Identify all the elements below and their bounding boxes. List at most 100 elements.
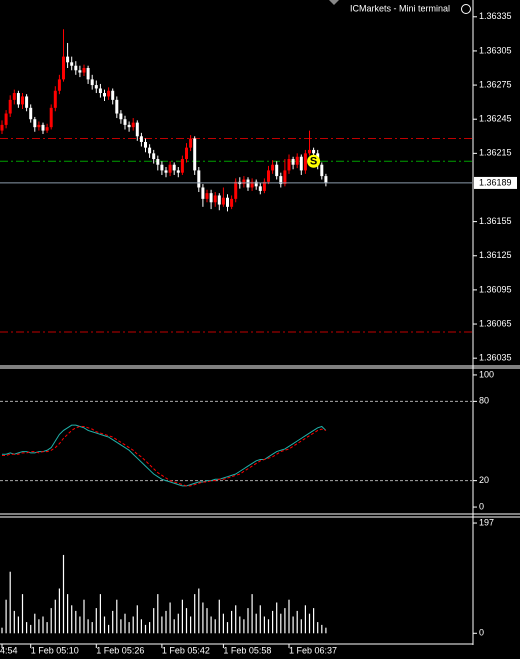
volume-bar bbox=[231, 610, 233, 634]
volume-bar bbox=[71, 605, 73, 634]
volume-bar bbox=[38, 619, 40, 634]
candle-body bbox=[127, 124, 131, 128]
volume-bar bbox=[247, 608, 249, 634]
candle-body bbox=[164, 170, 168, 173]
volume-bar bbox=[124, 613, 126, 634]
candle-body bbox=[291, 159, 295, 165]
candle-body bbox=[176, 170, 180, 173]
candle-body bbox=[119, 113, 123, 120]
volume-bar bbox=[95, 608, 97, 634]
volume-bar bbox=[292, 616, 294, 634]
volume-bar bbox=[243, 619, 245, 634]
candle-body bbox=[283, 170, 287, 185]
volume-bar bbox=[17, 616, 19, 634]
candle-body bbox=[33, 119, 37, 128]
candle-body bbox=[226, 197, 229, 207]
x-tick-label: 4:54 bbox=[0, 645, 18, 655]
volume-bar bbox=[288, 599, 290, 634]
volume-bar bbox=[13, 610, 15, 634]
smiley bbox=[461, 4, 471, 14]
volume-bar bbox=[284, 608, 286, 634]
volume-bar bbox=[181, 599, 183, 634]
y-tick-label: 197 bbox=[479, 517, 494, 527]
candle-body bbox=[234, 181, 238, 199]
volume-bar bbox=[54, 599, 56, 634]
y-tick-label: 20 bbox=[479, 475, 489, 485]
last-price-label: 1.36189 bbox=[479, 177, 512, 187]
volume-bar bbox=[194, 594, 196, 634]
y-tick-label: 1.36245 bbox=[479, 114, 512, 124]
x-tick-label: 1 Feb 05:58 bbox=[223, 645, 271, 655]
volume-bar bbox=[185, 608, 188, 634]
last-price-box bbox=[474, 176, 517, 189]
volume-bar bbox=[34, 613, 36, 634]
candle-body bbox=[213, 195, 217, 203]
y-tick-label: 1.36305 bbox=[479, 45, 512, 55]
candle-body bbox=[123, 119, 127, 125]
candle-body bbox=[303, 153, 307, 171]
volume-bar bbox=[21, 594, 24, 634]
candle-body bbox=[172, 164, 176, 171]
volume-bar bbox=[190, 616, 192, 634]
candle-body bbox=[180, 159, 184, 173]
volume-bar bbox=[91, 622, 93, 634]
candle-body bbox=[139, 136, 143, 142]
candle-body bbox=[299, 156, 303, 171]
candle-body bbox=[12, 93, 16, 100]
volume-bar bbox=[222, 613, 224, 634]
candle-body bbox=[135, 122, 139, 137]
volume-bar bbox=[272, 610, 274, 634]
candle-body bbox=[230, 198, 234, 207]
candle-body bbox=[66, 56, 70, 63]
volume-bar bbox=[75, 610, 77, 634]
volume-bar bbox=[313, 608, 315, 634]
volume-bar bbox=[206, 608, 208, 634]
volume-bar bbox=[177, 613, 179, 634]
y-tick-label: 0 bbox=[479, 628, 484, 638]
volume-bar bbox=[62, 554, 65, 634]
volume-bar bbox=[120, 619, 122, 634]
volume-bar bbox=[153, 608, 155, 634]
candle-body bbox=[45, 127, 49, 131]
candle-body bbox=[4, 113, 8, 125]
candle-body bbox=[57, 79, 61, 91]
volume-bar bbox=[116, 599, 118, 634]
volume-bar bbox=[50, 608, 52, 634]
candle-body bbox=[189, 138, 193, 148]
candle-body bbox=[185, 147, 188, 160]
volume-bar bbox=[267, 619, 270, 634]
candle-body bbox=[144, 141, 147, 148]
candle-body bbox=[197, 170, 201, 188]
volume-bar bbox=[173, 619, 175, 634]
volume-bar bbox=[210, 616, 212, 634]
signal-marker bbox=[307, 154, 321, 168]
indicator-line bbox=[2, 424, 327, 487]
signal-label: S bbox=[310, 156, 317, 168]
candle-body bbox=[160, 164, 164, 171]
volume-bar bbox=[325, 627, 327, 634]
candle-body bbox=[148, 147, 152, 154]
candle-body bbox=[21, 96, 24, 105]
volume-bar bbox=[140, 619, 142, 634]
volume-bar bbox=[112, 610, 114, 634]
candle-body bbox=[193, 138, 197, 171]
volume-bar bbox=[83, 599, 85, 634]
volume-bar bbox=[226, 622, 229, 634]
volume-bar bbox=[235, 605, 237, 634]
volume-bar bbox=[5, 599, 7, 634]
volume-bar bbox=[169, 602, 171, 634]
candle-body bbox=[53, 90, 57, 108]
candle-body bbox=[279, 176, 283, 185]
volume-bar bbox=[46, 622, 48, 634]
volume-bar bbox=[259, 605, 261, 634]
y-tick-label: 1.36095 bbox=[479, 284, 512, 294]
candle-body bbox=[271, 164, 275, 171]
y-tick-label: 1.36335 bbox=[479, 11, 512, 21]
x-tick-label: 1 Feb 06:37 bbox=[289, 645, 337, 655]
candle-body bbox=[275, 164, 279, 177]
candle-body bbox=[250, 181, 254, 188]
volume-bar bbox=[1, 627, 3, 634]
volume-bar bbox=[280, 613, 282, 634]
